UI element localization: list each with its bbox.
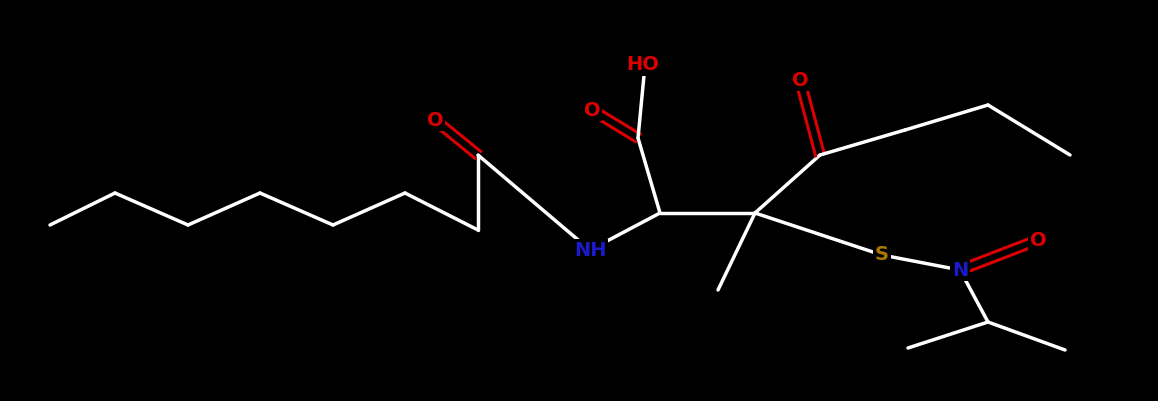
- Text: O: O: [792, 71, 808, 89]
- Text: HO: HO: [626, 55, 659, 75]
- Text: S: S: [875, 245, 889, 265]
- Text: N: N: [952, 261, 968, 279]
- Text: O: O: [426, 111, 444, 130]
- Text: O: O: [1029, 231, 1047, 249]
- Text: O: O: [584, 101, 600, 119]
- Text: NH: NH: [573, 241, 607, 259]
